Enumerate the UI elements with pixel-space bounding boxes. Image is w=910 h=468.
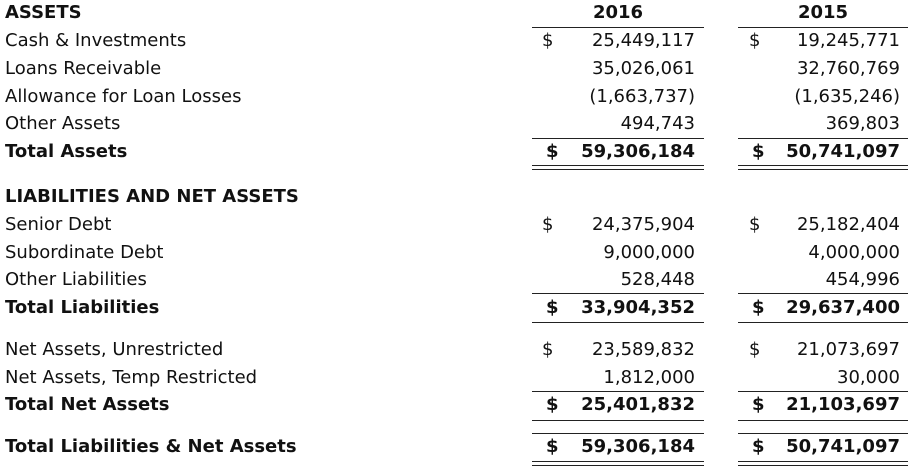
value-2015: 369,803 — [825, 113, 900, 134]
header-rule-2015 — [738, 27, 908, 28]
header-rule-2016 — [532, 27, 704, 28]
total-liabilities-net-assets-row: Total Liabilities & Net Assets $ 59,306,… — [0, 434, 910, 460]
subtotal-rule — [738, 322, 908, 323]
row-label: Net Assets, Temp Restricted — [5, 367, 258, 388]
value-2016: 23,589,832 — [591, 339, 695, 360]
subtotal-rule — [738, 433, 908, 434]
value-2015: (1,635,246) — [794, 86, 900, 107]
section-heading-row: LIABILITIES AND NET ASSETS — [0, 184, 910, 210]
table-row: Other Liabilities 528,448 454,996 — [0, 267, 910, 293]
value-2016: 33,904,352 — [581, 297, 695, 318]
value-2015: 29,637,400 — [786, 297, 900, 318]
row-label: Senior Debt — [5, 214, 112, 235]
total-double-rule — [738, 461, 908, 466]
row-label: Cash & Investments — [5, 30, 187, 51]
row-label: Total Net Assets — [5, 394, 170, 415]
currency-symbol: $ — [752, 141, 765, 162]
row-label: Other Assets — [5, 113, 121, 134]
value-2015: 19,245,771 — [796, 30, 900, 51]
value-2016: 24,375,904 — [591, 214, 695, 235]
currency-symbol: $ — [542, 30, 554, 51]
value-2016: 494,743 — [620, 113, 695, 134]
value-2015: 50,741,097 — [786, 141, 900, 162]
row-label: Total Liabilities — [5, 297, 160, 318]
subtotal-rule — [532, 293, 704, 294]
value-2016: 528,448 — [620, 269, 695, 290]
subtotal-rule — [532, 420, 704, 421]
table-row: Net Assets, Temp Restricted 1,812,000 30… — [0, 365, 910, 391]
table-row: Allowance for Loan Losses (1,663,737) (1… — [0, 84, 910, 110]
subtotal-rule — [532, 433, 704, 434]
table-row: Subordinate Debt 9,000,000 4,000,000 — [0, 240, 910, 266]
year-2016-header: 2016 — [592, 2, 644, 23]
row-label: Other Liabilities — [5, 269, 147, 290]
assets-heading: ASSETS — [5, 2, 82, 23]
value-2015: 50,741,097 — [786, 436, 900, 457]
total-double-rule — [532, 461, 704, 466]
subtotal-rule — [532, 391, 704, 392]
row-label: Total Assets — [5, 141, 128, 162]
value-2015: 21,103,697 — [786, 394, 900, 415]
value-2016: 59,306,184 — [581, 141, 695, 162]
subtotal-rule — [738, 391, 908, 392]
currency-symbol: $ — [752, 394, 765, 415]
value-2016: 25,449,117 — [591, 30, 695, 51]
currency-symbol: $ — [542, 339, 554, 360]
row-label: Loans Receivable — [5, 58, 162, 79]
value-2016: 9,000,000 — [603, 242, 695, 263]
currency-symbol: $ — [542, 214, 554, 235]
year-2015-header: 2015 — [797, 2, 849, 23]
value-2016: 25,401,832 — [581, 394, 695, 415]
table-row: Senior Debt $ 24,375,904 $ 25,182,404 — [0, 212, 910, 238]
subtotal-rule — [738, 138, 908, 139]
total-double-rule — [532, 165, 704, 170]
table-row: Cash & Investments $ 25,449,117 $ 19,245… — [0, 28, 910, 54]
currency-symbol: $ — [546, 394, 559, 415]
currency-symbol: $ — [752, 436, 765, 457]
table-row: Other Assets 494,743 369,803 — [0, 111, 910, 137]
total-liabilities-row: Total Liabilities $ 33,904,352 $ 29,637,… — [0, 295, 910, 321]
row-label: Allowance for Loan Losses — [5, 86, 242, 107]
value-2015: 4,000,000 — [808, 242, 900, 263]
row-label: Net Assets, Unrestricted — [5, 339, 224, 360]
value-2016: 35,026,061 — [591, 58, 695, 79]
value-2015: 25,182,404 — [796, 214, 900, 235]
subtotal-rule — [532, 138, 704, 139]
currency-symbol: $ — [546, 436, 559, 457]
value-2015: 32,760,769 — [796, 58, 900, 79]
currency-symbol: $ — [546, 297, 559, 318]
row-label: Total Liabilities & Net Assets — [5, 436, 297, 457]
header-row: ASSETS 2016 2015 — [0, 0, 910, 26]
subtotal-rule — [532, 322, 704, 323]
subtotal-rule — [738, 420, 908, 421]
value-2015: 30,000 — [837, 367, 900, 388]
value-2015: 454,996 — [825, 269, 900, 290]
currency-symbol: $ — [749, 214, 761, 235]
value-2016: (1,663,737) — [589, 86, 695, 107]
currency-symbol: $ — [749, 30, 761, 51]
value-2016: 59,306,184 — [581, 436, 695, 457]
total-double-rule — [738, 165, 908, 170]
table-row: Net Assets, Unrestricted $ 23,589,832 $ … — [0, 337, 910, 363]
liabilities-heading: LIABILITIES AND NET ASSETS — [5, 186, 299, 207]
total-assets-row: Total Assets $ 59,306,184 $ 50,741,097 — [0, 139, 910, 165]
row-label: Subordinate Debt — [5, 242, 164, 263]
table-row: Loans Receivable 35,026,061 32,760,769 — [0, 56, 910, 82]
value-2015: 21,073,697 — [796, 339, 900, 360]
subtotal-rule — [738, 293, 908, 294]
total-net-assets-row: Total Net Assets $ 25,401,832 $ 21,103,6… — [0, 392, 910, 418]
value-2016: 1,812,000 — [603, 367, 695, 388]
currency-symbol: $ — [546, 141, 559, 162]
currency-symbol: $ — [752, 297, 765, 318]
currency-symbol: $ — [749, 339, 761, 360]
